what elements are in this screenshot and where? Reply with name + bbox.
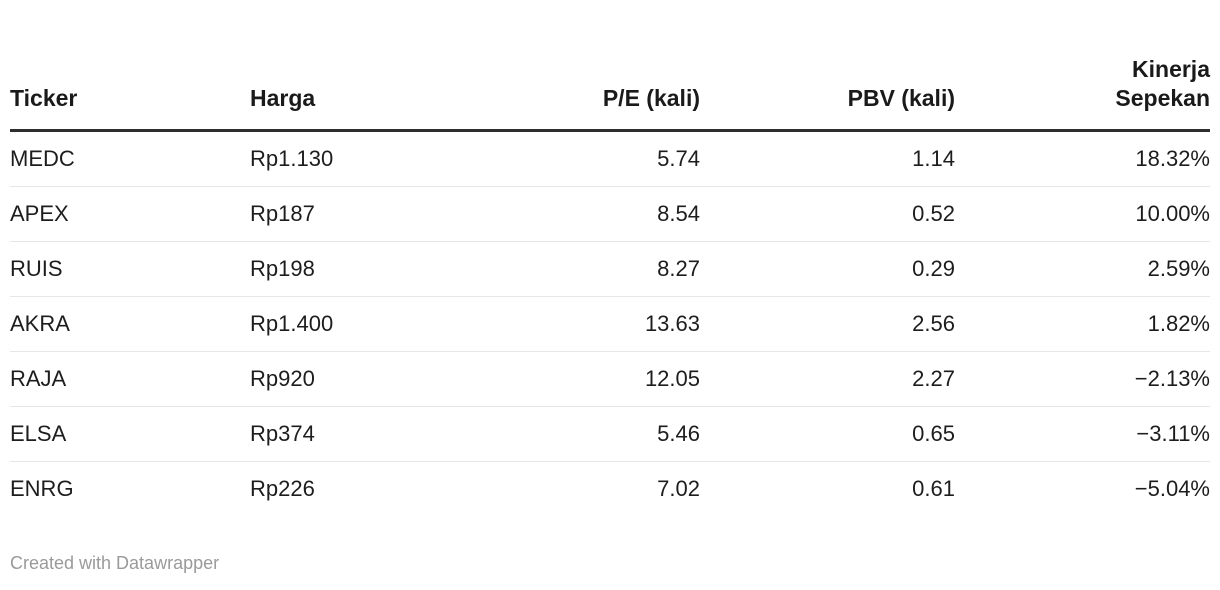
cell-ticker: APEX <box>10 186 250 242</box>
table-row: RUIS Rp198 8.27 0.29 2.59% <box>10 241 1210 297</box>
cell-pe: 5.46 <box>455 406 700 462</box>
cell-pbv: 2.27 <box>700 351 955 407</box>
cell-ticker: AKRA <box>10 296 250 352</box>
cell-kinerja: −2.13% <box>955 351 1210 407</box>
column-header-harga: Harga <box>250 0 455 132</box>
column-header-pbv: PBV (kali) <box>700 0 955 132</box>
cell-pbv: 0.61 <box>912 475 955 501</box>
cell-pbv: 1.14 <box>700 130 955 187</box>
cell-harga: Rp226 <box>250 475 315 501</box>
column-header-ticker: Ticker <box>10 0 250 132</box>
column-header-pe: P/E (kali) <box>455 0 700 132</box>
cell-kinerja: −5.04% <box>1134 475 1210 501</box>
cell-kinerja: 10.00% <box>955 186 1210 242</box>
cell-ticker: ELSA <box>10 406 250 462</box>
stock-table-container: Ticker Harga P/E (kali) PBV (kali) Kiner… <box>10 0 1210 516</box>
stock-table: Ticker Harga P/E (kali) PBV (kali) Kiner… <box>10 0 1210 516</box>
cell-pe: 12.05 <box>455 351 700 407</box>
table-row: APEX Rp187 8.54 0.52 10.00% <box>10 186 1210 242</box>
cell-ticker: RAJA <box>10 351 250 407</box>
cell-harga: Rp920 <box>250 351 455 407</box>
cell-ticker: RUIS <box>10 241 250 297</box>
cell-pbv: 0.65 <box>700 406 955 462</box>
table-row: AKRA Rp1.400 13.63 2.56 1.82% <box>10 296 1210 352</box>
cell-pe: 7.02 <box>657 475 700 501</box>
cell-ticker: ENRG <box>10 475 74 501</box>
column-header-kinerja: Kinerja Sepekan <box>955 0 1210 132</box>
cell-harga: Rp198 <box>250 241 455 297</box>
cell-pbv: 0.52 <box>700 186 955 242</box>
cell-harga: Rp1.130 <box>250 130 455 187</box>
cell-pe: 13.63 <box>455 296 700 352</box>
cell-harga: Rp374 <box>250 406 455 462</box>
cell-pe: 8.54 <box>455 186 700 242</box>
cell-ticker: MEDC <box>10 130 250 187</box>
cell-pe: 5.74 <box>455 130 700 187</box>
table-header-row: Ticker Harga P/E (kali) PBV (kali) Kiner… <box>10 0 1210 132</box>
cell-kinerja: 1.82% <box>955 296 1210 352</box>
cell-harga: Rp1.400 <box>250 296 455 352</box>
table-row: MEDC Rp1.130 5.74 1.14 18.32% <box>10 130 1210 187</box>
table-row: RAJA Rp920 12.05 2.27 −2.13% <box>10 351 1210 407</box>
datawrapper-credit-link[interactable]: Created with Datawrapper <box>10 553 220 573</box>
cell-pbv: 2.56 <box>700 296 955 352</box>
cell-kinerja: −3.11% <box>955 406 1210 462</box>
cell-pbv: 0.29 <box>700 241 955 297</box>
table-row: ELSA Rp374 5.46 0.65 −3.11% <box>10 406 1210 462</box>
cell-pe: 8.27 <box>455 241 700 297</box>
table-row: ENRG Rp226 7.02 0.61 −5.04% <box>10 461 1210 516</box>
cell-harga: Rp187 <box>250 186 455 242</box>
cell-kinerja: 2.59% <box>955 241 1210 297</box>
cell-kinerja: 18.32% <box>955 130 1210 187</box>
